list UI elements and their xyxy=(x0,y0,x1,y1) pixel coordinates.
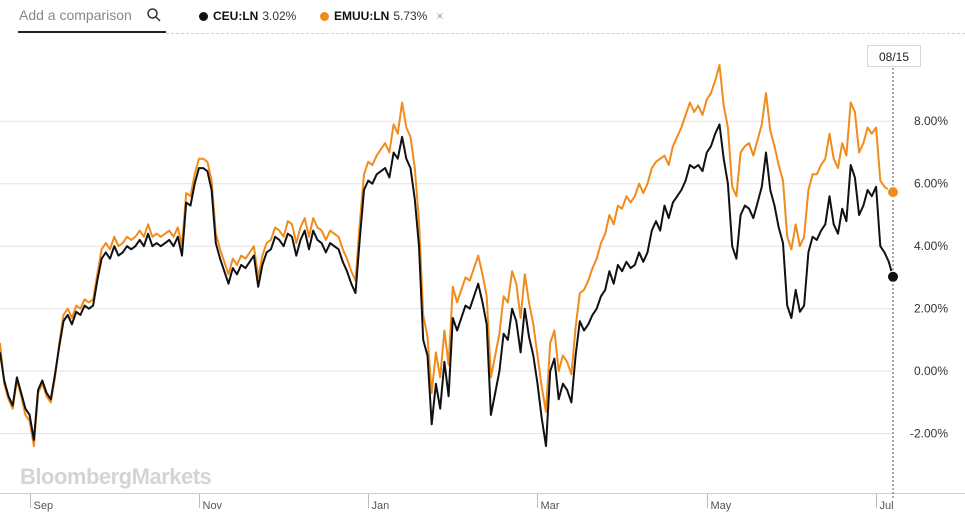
x-tick-label: Jul xyxy=(880,500,894,512)
comparison-search[interactable]: Add a comparison xyxy=(18,0,166,33)
legend-dot xyxy=(320,11,329,21)
crosshair-date-label: 08/15 xyxy=(867,45,921,67)
end-marker-emuu xyxy=(887,186,899,199)
y-tick-label: 8.00% xyxy=(914,114,948,128)
search-icon[interactable] xyxy=(146,7,162,23)
y-tick-label: -2.00% xyxy=(910,427,948,441)
series-lines xyxy=(0,64,894,448)
y-tick-label: 0.00% xyxy=(914,364,948,378)
legend-dot xyxy=(199,11,208,21)
x-axis: Sep Nov Jan Mar May Jul xyxy=(0,493,965,512)
series-line-ceu xyxy=(0,123,894,448)
y-tick-label: 2.00% xyxy=(914,302,948,316)
x-tick-label: Jan xyxy=(372,500,390,512)
legend-symbol: EMUU:LN xyxy=(334,9,390,23)
y-tick-label: 4.00% xyxy=(914,239,948,253)
search-placeholder[interactable]: Add a comparison xyxy=(19,7,132,23)
gridlines xyxy=(0,120,893,435)
header-divider xyxy=(166,33,965,34)
legend-item-emuu[interactable]: EMUU:LN 5.73% × xyxy=(320,9,443,23)
watermark-logo: BloombergMarkets xyxy=(20,464,212,489)
toolbar: Add a comparison CEU:LN 3.02% EMUU:LN 5.… xyxy=(0,0,965,34)
y-axis-ticks: -2.00% 0.00% 2.00% 4.00% 6.00% 8.00% xyxy=(910,114,948,440)
end-markers xyxy=(887,186,899,283)
x-tick-label: May xyxy=(711,500,732,512)
legend-value: 5.73% xyxy=(393,9,428,23)
legend-symbol: CEU:LN xyxy=(213,9,259,23)
x-tick-label: Mar xyxy=(541,500,560,512)
x-tick-label: Nov xyxy=(203,500,223,512)
y-tick-label: 6.00% xyxy=(914,177,948,191)
close-icon[interactable]: × xyxy=(436,9,444,23)
end-marker-ceu xyxy=(887,270,899,283)
series-line-emuu xyxy=(0,64,894,448)
x-tick-label: Sep xyxy=(34,500,54,512)
legend-value: 3.02% xyxy=(262,9,297,23)
legend-item-ceu[interactable]: CEU:LN 3.02% xyxy=(199,9,296,23)
